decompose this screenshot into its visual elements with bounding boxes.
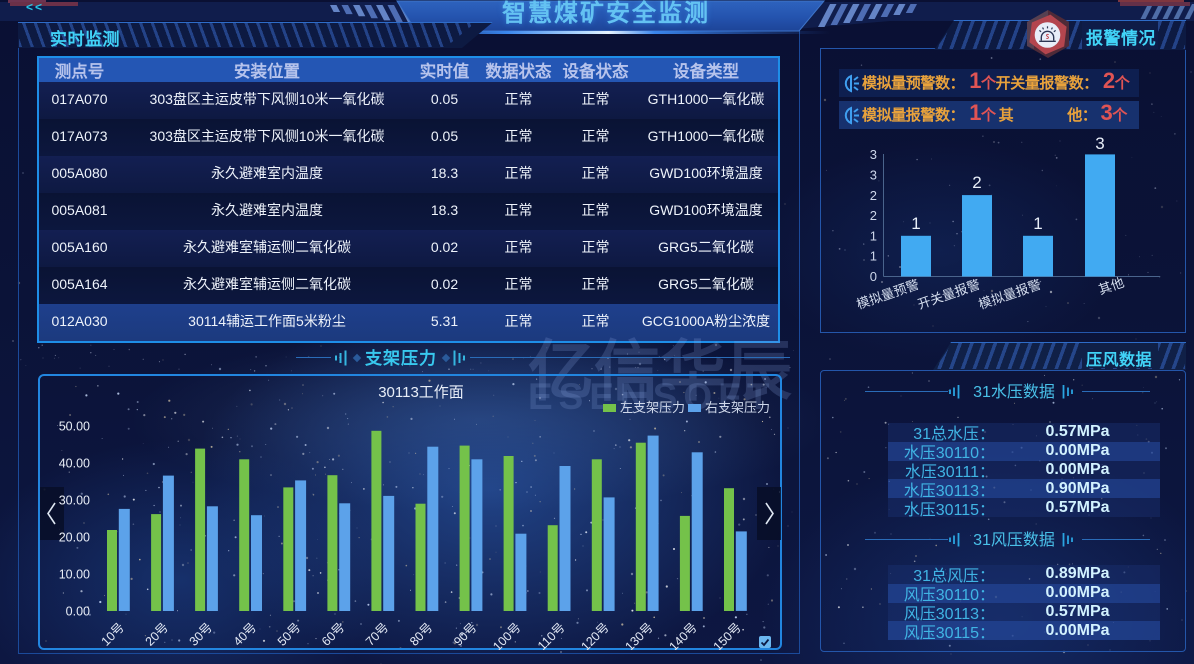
svg-text:150号: 150号 bbox=[711, 620, 744, 650]
svg-text:40号: 40号 bbox=[231, 620, 260, 649]
svg-text:50.00: 50.00 bbox=[59, 420, 90, 434]
svg-text:3: 3 bbox=[1095, 134, 1104, 153]
svg-text:左支架压力: 左支架压力 bbox=[620, 400, 685, 415]
svg-text:30号: 30号 bbox=[187, 620, 216, 649]
svg-text:3: 3 bbox=[870, 168, 877, 183]
svg-text:10号: 10号 bbox=[99, 620, 128, 649]
svg-text:140号: 140号 bbox=[667, 620, 700, 650]
svg-text:模拟量预警: 模拟量预警 bbox=[855, 277, 921, 312]
svg-text:40.00: 40.00 bbox=[59, 457, 90, 471]
svg-text:110号: 110号 bbox=[535, 620, 568, 650]
svg-text:30.00: 30.00 bbox=[59, 494, 90, 508]
svg-text:120号: 120号 bbox=[578, 620, 611, 650]
svg-text:31水压数据: 31水压数据 bbox=[973, 383, 1055, 401]
svg-text:1: 1 bbox=[1033, 214, 1042, 233]
svg-text:70号: 70号 bbox=[363, 620, 392, 649]
svg-text:31风压数据: 31风压数据 bbox=[973, 531, 1055, 549]
svg-text:3: 3 bbox=[870, 147, 877, 162]
svg-text:其他: 其他 bbox=[1096, 275, 1125, 298]
svg-text:10.00: 10.00 bbox=[59, 568, 90, 582]
svg-text:1: 1 bbox=[870, 228, 877, 243]
svg-text:90号: 90号 bbox=[451, 620, 480, 649]
svg-text:20号: 20号 bbox=[143, 620, 172, 649]
svg-text:80号: 80号 bbox=[407, 620, 436, 649]
svg-text:模拟量报警: 模拟量报警 bbox=[977, 277, 1043, 312]
svg-text:2: 2 bbox=[972, 173, 981, 192]
svg-text:开关量报警: 开关量报警 bbox=[916, 277, 982, 312]
svg-text:100号: 100号 bbox=[490, 620, 523, 650]
svg-text:60号: 60号 bbox=[319, 620, 348, 649]
svg-text:1: 1 bbox=[911, 214, 920, 233]
svg-text:30113工作面: 30113工作面 bbox=[378, 384, 464, 401]
svg-text:130号: 130号 bbox=[622, 620, 655, 650]
svg-text:2: 2 bbox=[870, 208, 877, 223]
svg-text:右支架压力: 右支架压力 bbox=[705, 400, 770, 415]
svg-text:50号: 50号 bbox=[275, 620, 304, 649]
svg-text:0: 0 bbox=[870, 269, 877, 284]
svg-text:1: 1 bbox=[870, 249, 877, 264]
svg-text:20.00: 20.00 bbox=[59, 531, 90, 545]
svg-text:2: 2 bbox=[870, 188, 877, 203]
svg-text:0.00: 0.00 bbox=[66, 605, 90, 619]
svg-text:支架压力: 支架压力 bbox=[365, 348, 437, 368]
svg-text:智慧煤矿安全监测: 智慧煤矿安全监测 bbox=[502, 0, 710, 27]
